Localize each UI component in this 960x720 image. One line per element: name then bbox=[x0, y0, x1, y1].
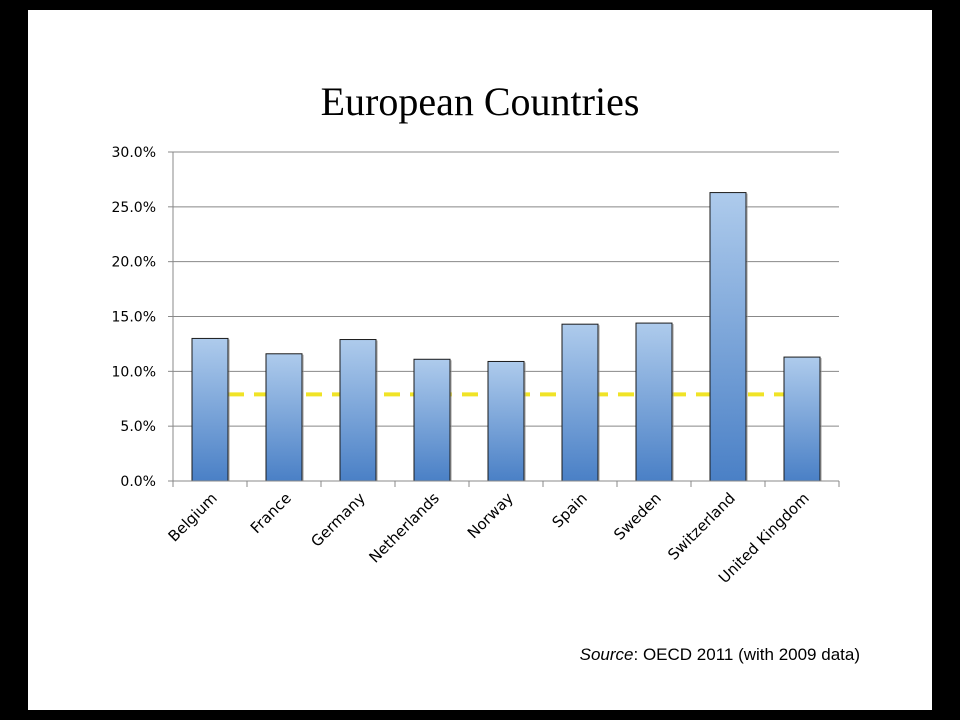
x-tick-label: Netherlands bbox=[365, 489, 443, 567]
x-tick-label: Belgium bbox=[165, 489, 221, 545]
y-tick-label: 20.0% bbox=[112, 255, 156, 271]
slide-background bbox=[28, 10, 932, 710]
x-tick-label: Germany bbox=[307, 489, 369, 551]
x-tick-label: France bbox=[247, 489, 295, 537]
chart-title: European Countries bbox=[320, 79, 640, 124]
bar-germany bbox=[339, 339, 377, 482]
y-tick-label: 10.0% bbox=[112, 364, 156, 380]
bar-sweden bbox=[635, 322, 673, 482]
bar-united-kingdom bbox=[783, 356, 821, 482]
source-text: : OECD 2011 (with 2009 data) bbox=[633, 645, 860, 664]
x-tick-label: Sweden bbox=[610, 489, 665, 544]
y-tick-label: 0.0% bbox=[120, 474, 156, 490]
y-tick-label: 5.0% bbox=[120, 419, 156, 435]
y-tick-label: 15.0% bbox=[112, 310, 156, 326]
bar-norway bbox=[487, 360, 525, 482]
bar-spain bbox=[561, 323, 599, 482]
source-note: Source: OECD 2011 (with 2009 data) bbox=[580, 645, 860, 665]
bar-netherlands bbox=[413, 358, 451, 482]
y-tick-label: 30.0% bbox=[112, 145, 156, 161]
x-tick-label: Norway bbox=[464, 489, 517, 542]
bar-switzerland bbox=[709, 192, 747, 482]
bar-belgium bbox=[191, 337, 229, 482]
x-tick-label: Spain bbox=[548, 489, 590, 531]
y-tick-label: 25.0% bbox=[112, 200, 156, 216]
x-tick-label: Switzerland bbox=[664, 489, 739, 564]
bar-france bbox=[265, 353, 303, 482]
source-label: Source bbox=[579, 645, 634, 664]
